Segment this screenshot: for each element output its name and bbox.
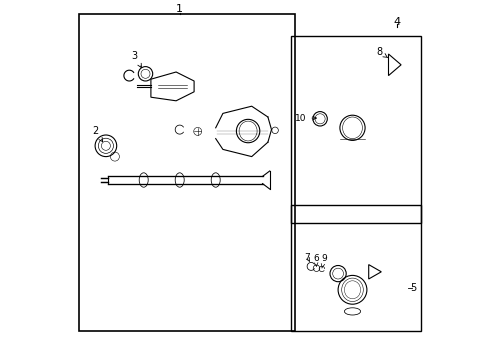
- Text: 8: 8: [376, 47, 387, 58]
- Bar: [291, 36, 420, 223]
- Text: 3: 3: [131, 51, 141, 68]
- Text: 5: 5: [410, 283, 416, 293]
- Text: 6: 6: [312, 253, 318, 266]
- Text: 9: 9: [321, 253, 326, 268]
- Text: 1: 1: [176, 4, 183, 14]
- Bar: [79, 14, 294, 331]
- Text: 2: 2: [92, 126, 102, 142]
- Text: 4: 4: [393, 17, 400, 27]
- Bar: [291, 205, 420, 331]
- Text: 7: 7: [304, 253, 310, 262]
- Text: 10: 10: [294, 114, 316, 122]
